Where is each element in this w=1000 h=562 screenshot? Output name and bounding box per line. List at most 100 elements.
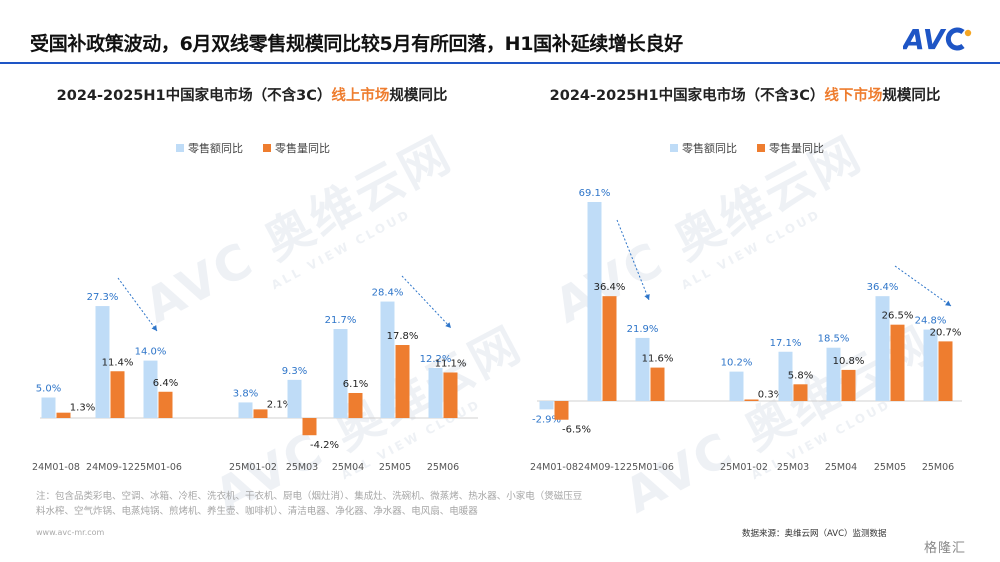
data-label-amount: 28.4% (372, 288, 404, 299)
bar-amount (143, 360, 158, 418)
legend-label: 零售额同比 (682, 141, 737, 155)
data-label-volume: 26.5% (882, 311, 914, 322)
bar-volume (554, 401, 569, 420)
data-label-amount: 24.8% (915, 316, 947, 327)
data-label-volume: -6.5% (562, 425, 591, 436)
chart-title-offline: 2024-2025H1中国家电市场（不含3C）线下市场规模同比 (549, 88, 941, 104)
category-label: 25M06 (427, 462, 459, 473)
legend-swatch (176, 144, 184, 152)
data-label-amount: 12.2% (420, 354, 452, 365)
category-label: 25M01-02 (720, 462, 768, 473)
bar-amount (333, 329, 348, 418)
bar-volume (890, 324, 905, 401)
bar-volume (302, 418, 317, 436)
legend-label: 零售额同比 (188, 141, 243, 155)
bar-volume (348, 392, 363, 418)
bar-volume (744, 399, 759, 401)
legend-swatch (670, 144, 678, 152)
trend-arrow-head (445, 322, 451, 328)
category-label: 25M05 (874, 462, 906, 473)
category-label: 25M05 (379, 462, 411, 473)
header-rule (0, 62, 1000, 64)
category-label: 24M09-12 (86, 462, 134, 473)
bar-volume (158, 391, 173, 418)
footnote-line: 料水榨、空气炸锅、电蒸炖锅、煎烤机、养生壶、咖啡机）、清洁电器、净化器、净水器、… (36, 506, 478, 517)
data-label-volume: 17.8% (387, 331, 419, 342)
data-label-volume: 6.4% (153, 378, 178, 389)
corner-watermark: 格隆汇 (924, 541, 967, 556)
bar-amount (778, 351, 793, 401)
page-headline: 受国补政策波动，6月双线零售规模同比较5月有所回落，H1国补延续增长良好 (30, 33, 683, 55)
website-url: www.avc-mr.com (36, 528, 105, 537)
data-label-amount: 21.9% (627, 324, 659, 335)
data-label-volume: 11.6% (642, 354, 674, 365)
bar-amount (41, 397, 56, 418)
data-label-amount: 69.1% (579, 188, 611, 199)
trend-arrow-head (945, 300, 951, 306)
data-label-volume: 1.3% (70, 403, 95, 414)
data-label-volume: 5.8% (788, 370, 813, 381)
data-label-volume: 6.1% (343, 379, 368, 390)
data-label-amount: 27.3% (87, 292, 119, 303)
bar-volume (602, 296, 617, 401)
data-label-volume: -4.2% (310, 440, 339, 451)
data-label-amount: 9.3% (282, 366, 307, 377)
data-label-volume: 11.4% (102, 357, 134, 368)
svg-text:AV: AV (903, 24, 947, 54)
avc-logo: AV (903, 24, 972, 54)
data-label-amount: 18.5% (818, 334, 850, 345)
bar-amount (729, 371, 744, 401)
bar-amount (635, 337, 650, 401)
bar-amount (923, 329, 938, 401)
bar-volume (253, 409, 268, 418)
data-label-volume: 11.1% (435, 358, 467, 369)
bar-volume (938, 341, 953, 401)
bar-amount (875, 296, 890, 401)
legend-swatch (263, 144, 271, 152)
trend-arrow-line (894, 265, 952, 307)
bar-volume (395, 345, 410, 418)
footnote: 注：包含品类彩电、空调、冰箱、冷柜、洗衣机、干衣机、厨电（烟灶消）、集成灶、洗碗… (36, 489, 686, 519)
chart-title-online: 2024-2025H1中国家电市场（不含3C）线上市场规模同比 (56, 88, 448, 104)
category-label: 24M01-08 (530, 462, 578, 473)
bar-amount (428, 367, 443, 418)
bar-amount (238, 402, 253, 418)
data-label-amount: 14.0% (135, 347, 167, 358)
bar-amount (826, 347, 841, 401)
bar-volume (56, 412, 71, 418)
data-label-amount: 21.7% (325, 315, 357, 326)
data-label-amount: 10.2% (721, 358, 753, 369)
legend-swatch (757, 144, 765, 152)
bar-amount (287, 379, 302, 418)
category-label: 25M04 (825, 462, 857, 473)
bar-amount (539, 401, 554, 410)
data-label-amount: -2.9% (532, 414, 561, 425)
bar-volume (110, 371, 125, 418)
bar-volume (650, 367, 665, 401)
trend-arrow-line (117, 277, 158, 332)
data-label-volume: 36.4% (594, 282, 626, 293)
footnote-line: 注：包含品类彩电、空调、冰箱、冷柜、洗衣机、干衣机、厨电（烟灶消）、集成灶、洗碗… (36, 491, 583, 502)
category-label: 24M01-08 (32, 462, 80, 473)
bar-volume (443, 372, 458, 418)
data-label-amount: 3.8% (233, 388, 258, 399)
data-label-volume: 0.3% (758, 390, 783, 401)
bar-volume (793, 384, 808, 401)
bar-volume (841, 369, 856, 401)
data-source: 数据来源：奥维云网（AVC）监测数据 (742, 529, 887, 539)
category-label: 25M04 (332, 462, 364, 473)
category-label: 25M01-06 (134, 462, 182, 473)
data-label-amount: 17.1% (770, 338, 802, 349)
category-label: 25M03 (286, 462, 318, 473)
data-label-volume: 2.1% (267, 399, 292, 410)
trend-arrow-head (151, 325, 157, 331)
legend-label: 零售量同比 (769, 141, 824, 155)
category-label: 25M01-02 (229, 462, 277, 473)
bar-amount (95, 306, 110, 418)
data-label-volume: 20.7% (930, 327, 962, 338)
data-label-volume: 10.8% (833, 356, 865, 367)
data-label-amount: 36.4% (867, 282, 899, 293)
bar-amount (380, 301, 395, 418)
